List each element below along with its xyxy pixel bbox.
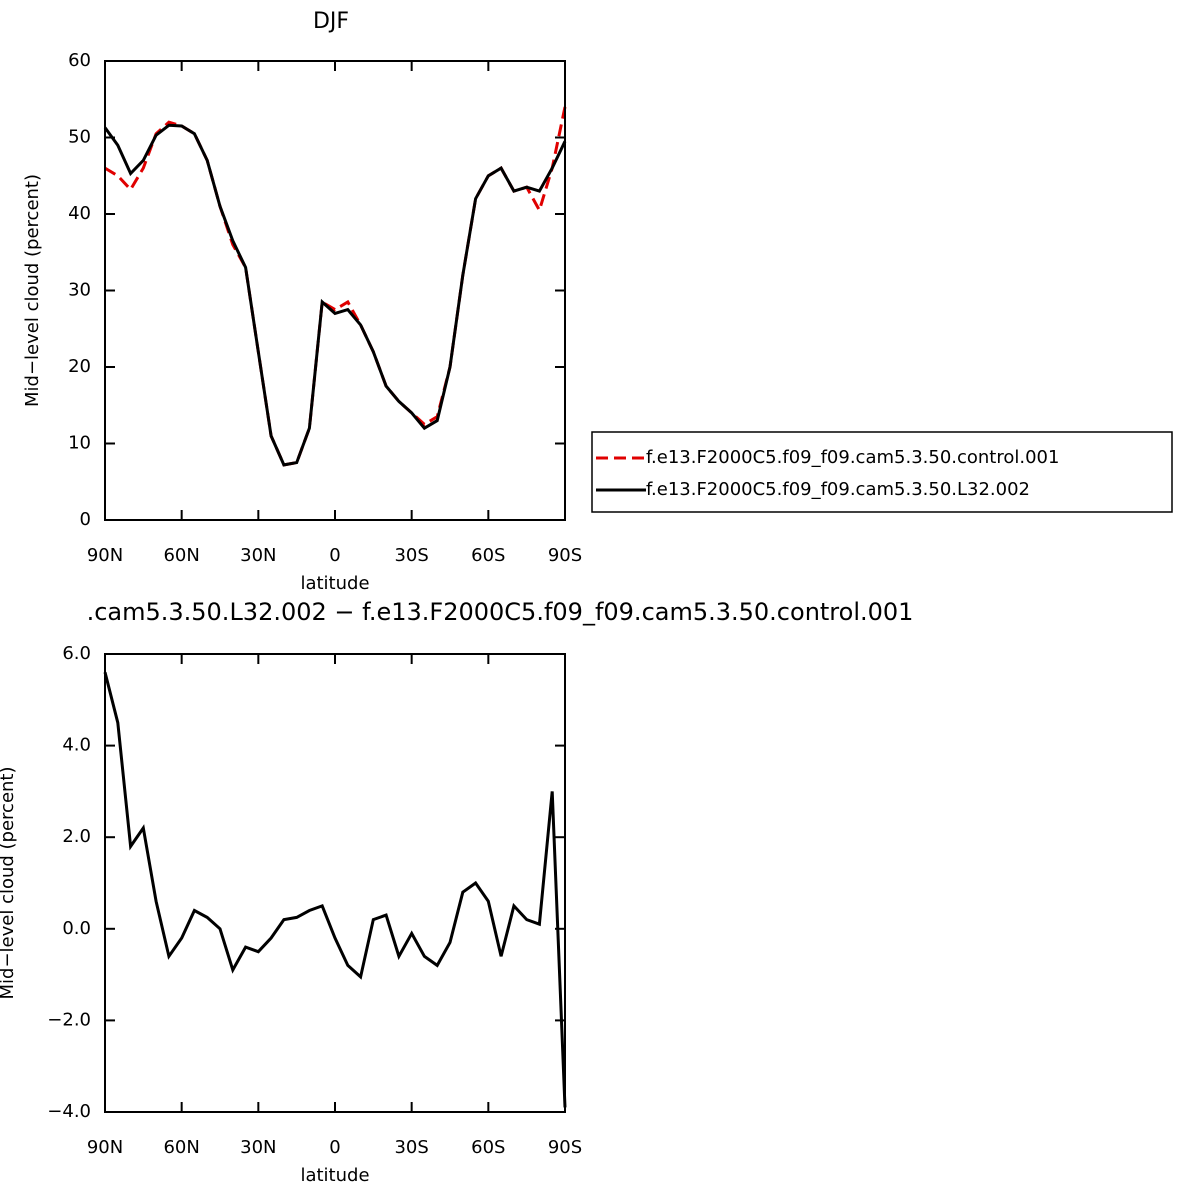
- line-series: [103, 123, 567, 467]
- y-tick-label: −2.0: [47, 1009, 91, 1030]
- chart-title: .cam5.3.50.L32.002 − f.e13.F2000C5.f09_f…: [87, 598, 914, 626]
- plot-frame: [104, 653, 566, 1113]
- x-axis-label: latitude: [300, 573, 369, 594]
- x-tick-label: 30N: [240, 1137, 276, 1158]
- x-tick-label: 30N: [240, 545, 276, 566]
- y-tick-label: 30: [68, 280, 91, 301]
- y-tick-label: 2.0: [62, 826, 91, 847]
- legend-box: [591, 431, 1173, 513]
- x-tick-label: 90S: [548, 1137, 582, 1158]
- y-tick-label: 60: [68, 50, 91, 71]
- plot-frame: [104, 60, 566, 521]
- y-tick-label: 20: [68, 356, 91, 377]
- y-tick-label: 0.0: [62, 918, 91, 939]
- x-tick-label: 60N: [163, 545, 199, 566]
- x-tick-label: 30S: [394, 545, 428, 566]
- x-tick-label: 90N: [87, 1137, 123, 1158]
- legend-label: f.e13.F2000C5.f09_f09.cam5.3.50.L32.002: [646, 479, 1030, 500]
- line-series: [103, 671, 567, 1108]
- y-tick-label: −4.0: [47, 1101, 91, 1122]
- x-tick-label: 90S: [548, 545, 582, 566]
- y-tick-label: 4.0: [62, 735, 91, 756]
- x-tick-label: 90N: [87, 545, 123, 566]
- y-axis-label: Mid−level cloud (percent): [22, 174, 43, 407]
- line-series: [104, 106, 567, 467]
- chart-title: DJF: [313, 9, 349, 34]
- x-tick-label: 60S: [471, 545, 505, 566]
- x-tick-label: 0: [329, 1137, 340, 1158]
- y-axis-label: Mid−level cloud (percent): [0, 766, 18, 999]
- y-tick-label: 0: [80, 509, 91, 530]
- y-tick-label: 50: [68, 127, 91, 148]
- x-tick-label: 30S: [394, 1137, 428, 1158]
- x-tick-label: 0: [329, 545, 340, 566]
- y-tick-label: 10: [68, 433, 91, 454]
- y-tick-label: 6.0: [62, 643, 91, 664]
- y-tick-label: 40: [68, 203, 91, 224]
- x-tick-label: 60N: [163, 1137, 199, 1158]
- x-axis-label: latitude: [300, 1165, 369, 1186]
- x-tick-label: 60S: [471, 1137, 505, 1158]
- legend-label: f.e13.F2000C5.f09_f09.cam5.3.50.control.…: [646, 447, 1059, 468]
